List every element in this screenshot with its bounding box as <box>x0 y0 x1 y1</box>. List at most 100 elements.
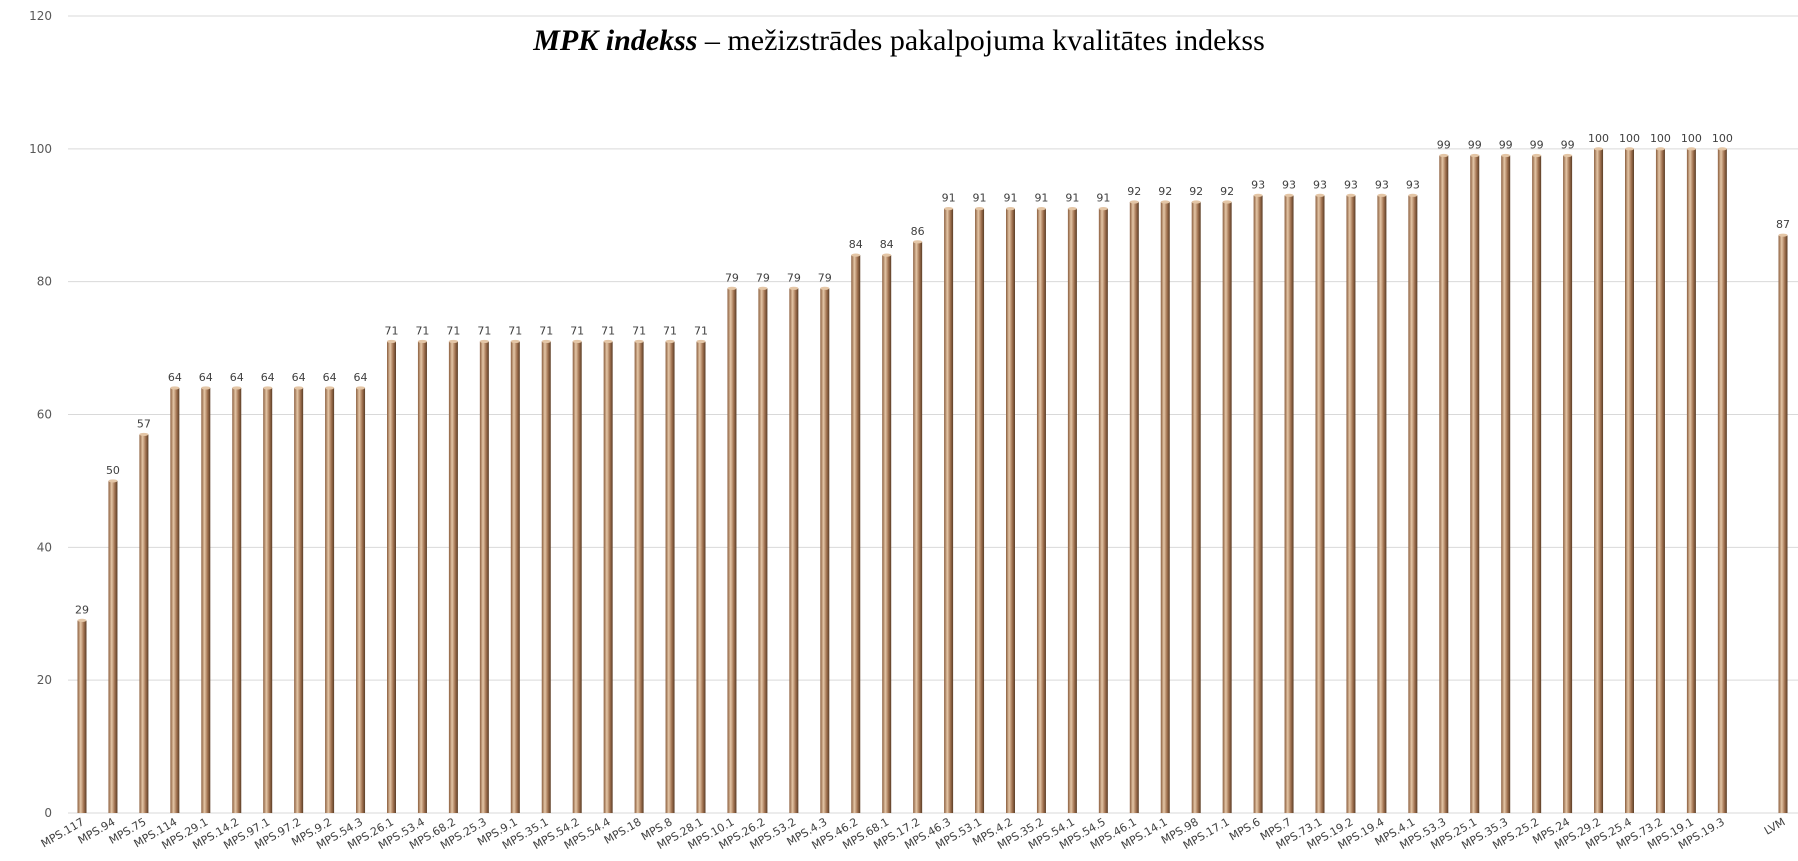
bar-cap <box>758 286 768 290</box>
data-label: 93 <box>1406 178 1420 191</box>
data-label: 64 <box>261 371 275 384</box>
y-axis-ticks: 0 20 40 60 80 100 120 <box>29 9 52 820</box>
bar-cap <box>975 207 985 211</box>
bar <box>1098 208 1108 813</box>
bar <box>913 241 923 814</box>
data-label: 93 <box>1313 178 1327 191</box>
bar <box>696 341 706 813</box>
bar-cap <box>882 253 892 257</box>
bar-cap <box>944 207 954 211</box>
bar-cap <box>1098 207 1108 211</box>
data-label: 91 <box>1034 192 1048 205</box>
data-label: 71 <box>385 324 399 337</box>
y-tick-label: 20 <box>37 673 52 687</box>
bar-cap <box>1253 193 1263 197</box>
bar-cap <box>108 479 118 483</box>
bar <box>665 341 675 813</box>
bar <box>1377 195 1387 813</box>
bar-cap <box>448 339 458 344</box>
bar <box>1253 195 1263 813</box>
bar <box>448 341 458 813</box>
bar <box>851 255 861 814</box>
bar-cap <box>727 286 737 290</box>
bar-cap <box>510 339 520 344</box>
data-label: 71 <box>694 324 708 337</box>
data-label: 91 <box>1004 192 1018 205</box>
bar <box>1563 155 1573 814</box>
data-label: 79 <box>818 271 832 284</box>
data-label: 93 <box>1344 178 1358 191</box>
y-tick-label: 0 <box>44 806 52 820</box>
data-label: 71 <box>601 324 615 337</box>
y-tick-label: 120 <box>29 9 52 23</box>
bar <box>1346 195 1356 813</box>
bar <box>1284 195 1294 813</box>
bar-cap <box>665 339 675 344</box>
bar <box>479 341 489 813</box>
data-label: 71 <box>415 324 429 337</box>
bar-cap <box>77 618 87 622</box>
bar <box>1408 195 1418 813</box>
bar-cap <box>1439 153 1449 158</box>
data-label: 79 <box>787 271 801 284</box>
data-label: 100 <box>1588 132 1609 145</box>
data-label: 99 <box>1437 138 1451 151</box>
bar-cap <box>1686 147 1696 151</box>
bar <box>572 341 582 813</box>
bars <box>77 147 1788 814</box>
bar <box>232 387 242 813</box>
bar <box>1129 201 1139 813</box>
data-label: 71 <box>632 324 646 337</box>
bar-cap <box>417 339 427 344</box>
y-tick-label: 60 <box>37 408 52 422</box>
bar <box>108 480 118 813</box>
y-tick-label: 100 <box>29 142 52 156</box>
bar <box>201 387 211 813</box>
bar-cap <box>170 386 180 390</box>
data-label: 100 <box>1650 132 1671 145</box>
bar <box>417 341 427 813</box>
bar-cap <box>263 386 273 390</box>
x-tick-label: MPS.6 <box>1227 815 1263 843</box>
bar-cap <box>572 339 582 344</box>
chart-title-rest: – mežizstrādes pakalpojuma kvalitātes in… <box>697 24 1265 57</box>
data-label: 64 <box>168 371 182 384</box>
bar-cap <box>820 286 830 290</box>
data-label: 71 <box>570 324 584 337</box>
data-label: 79 <box>725 271 739 284</box>
bar <box>1778 235 1788 814</box>
bar <box>1439 155 1449 814</box>
bar <box>1191 201 1201 813</box>
bar <box>1470 155 1480 814</box>
data-label: 100 <box>1681 132 1702 145</box>
data-label: 64 <box>292 371 306 384</box>
bar-cap <box>541 339 551 344</box>
bar <box>727 288 737 813</box>
data-label: 91 <box>973 192 987 205</box>
y-tick-label: 40 <box>37 540 52 554</box>
bar-cap <box>1191 200 1201 204</box>
y-tick-label: 80 <box>37 275 52 289</box>
bar-cap <box>1563 153 1573 158</box>
bar-cap <box>139 432 149 437</box>
bar-cap <box>1160 200 1170 204</box>
data-label: 71 <box>446 324 460 337</box>
bar-cap <box>789 286 799 290</box>
data-label: 92 <box>1189 185 1203 198</box>
data-label: 92 <box>1127 185 1141 198</box>
bar-cap <box>1717 147 1727 151</box>
bar-cap <box>1067 207 1077 211</box>
bar-cap <box>634 339 644 344</box>
bar <box>758 288 768 813</box>
data-label: 93 <box>1282 178 1296 191</box>
bar <box>263 387 273 813</box>
data-label: 29 <box>75 603 89 616</box>
bar-cap <box>1346 193 1356 197</box>
bar <box>139 434 149 813</box>
bar <box>541 341 551 813</box>
data-label: 64 <box>230 371 244 384</box>
data-label: 93 <box>1375 178 1389 191</box>
data-label: 92 <box>1220 185 1234 198</box>
